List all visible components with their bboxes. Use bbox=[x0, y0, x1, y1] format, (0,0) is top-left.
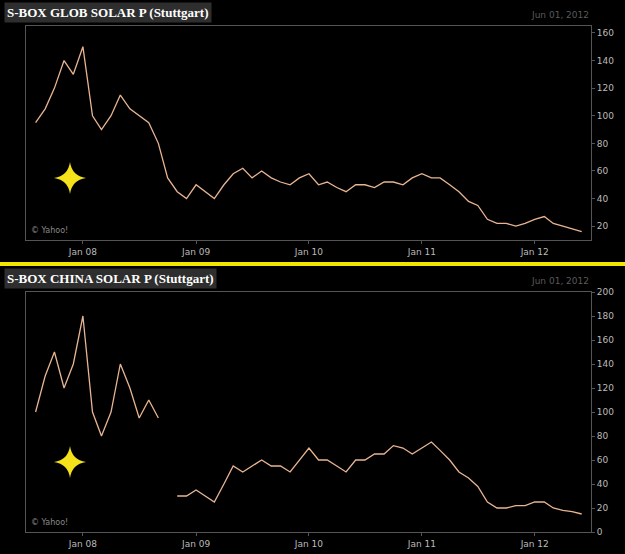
svg-text:Jan 11: Jan 11 bbox=[407, 247, 436, 257]
svg-text:Jan 12: Jan 12 bbox=[520, 247, 549, 257]
svg-text:Jan 11: Jan 11 bbox=[407, 539, 436, 549]
svg-text:Jan 08: Jan 08 bbox=[68, 539, 97, 549]
svg-text:20: 20 bbox=[597, 503, 609, 513]
svg-text:40: 40 bbox=[597, 479, 609, 489]
svg-text:S-BOX GLOB SOLAR P (Stuttgart): S-BOX GLOB SOLAR P (Stuttgart) bbox=[7, 5, 209, 20]
svg-text:Jan 09: Jan 09 bbox=[181, 247, 210, 257]
svg-text:60: 60 bbox=[597, 166, 609, 176]
svg-text:© Yahoo!: © Yahoo! bbox=[31, 226, 68, 235]
svg-text:Jun 01, 2012: Jun 01, 2012 bbox=[531, 276, 589, 286]
svg-text:60: 60 bbox=[597, 455, 609, 465]
svg-text:0: 0 bbox=[597, 527, 603, 537]
svg-text:120: 120 bbox=[597, 83, 614, 93]
svg-text:© Yahoo!: © Yahoo! bbox=[31, 518, 68, 527]
svg-text:80: 80 bbox=[597, 431, 609, 441]
svg-text:Jun 01, 2012: Jun 01, 2012 bbox=[531, 10, 589, 20]
svg-text:100: 100 bbox=[597, 407, 614, 417]
svg-text:20: 20 bbox=[597, 221, 609, 231]
svg-text:40: 40 bbox=[597, 194, 609, 204]
svg-text:100: 100 bbox=[597, 111, 614, 121]
svg-text:120: 120 bbox=[597, 383, 614, 393]
svg-text:140: 140 bbox=[597, 56, 614, 66]
svg-text:140: 140 bbox=[597, 359, 614, 369]
svg-text:80: 80 bbox=[597, 139, 609, 149]
svg-text:S-BOX CHINA SOLAR P (Stuttgart: S-BOX CHINA SOLAR P (Stuttgart) bbox=[7, 271, 214, 286]
svg-text:Jan 09: Jan 09 bbox=[181, 539, 210, 549]
svg-text:Jan 10: Jan 10 bbox=[294, 539, 323, 549]
svg-text:Jan 12: Jan 12 bbox=[520, 539, 549, 549]
svg-text:Jan 10: Jan 10 bbox=[294, 247, 323, 257]
svg-text:180: 180 bbox=[597, 311, 614, 321]
svg-text:Jan 08: Jan 08 bbox=[68, 247, 97, 257]
svg-text:200: 200 bbox=[597, 287, 614, 297]
svg-text:160: 160 bbox=[597, 335, 614, 345]
svg-text:160: 160 bbox=[597, 28, 614, 38]
